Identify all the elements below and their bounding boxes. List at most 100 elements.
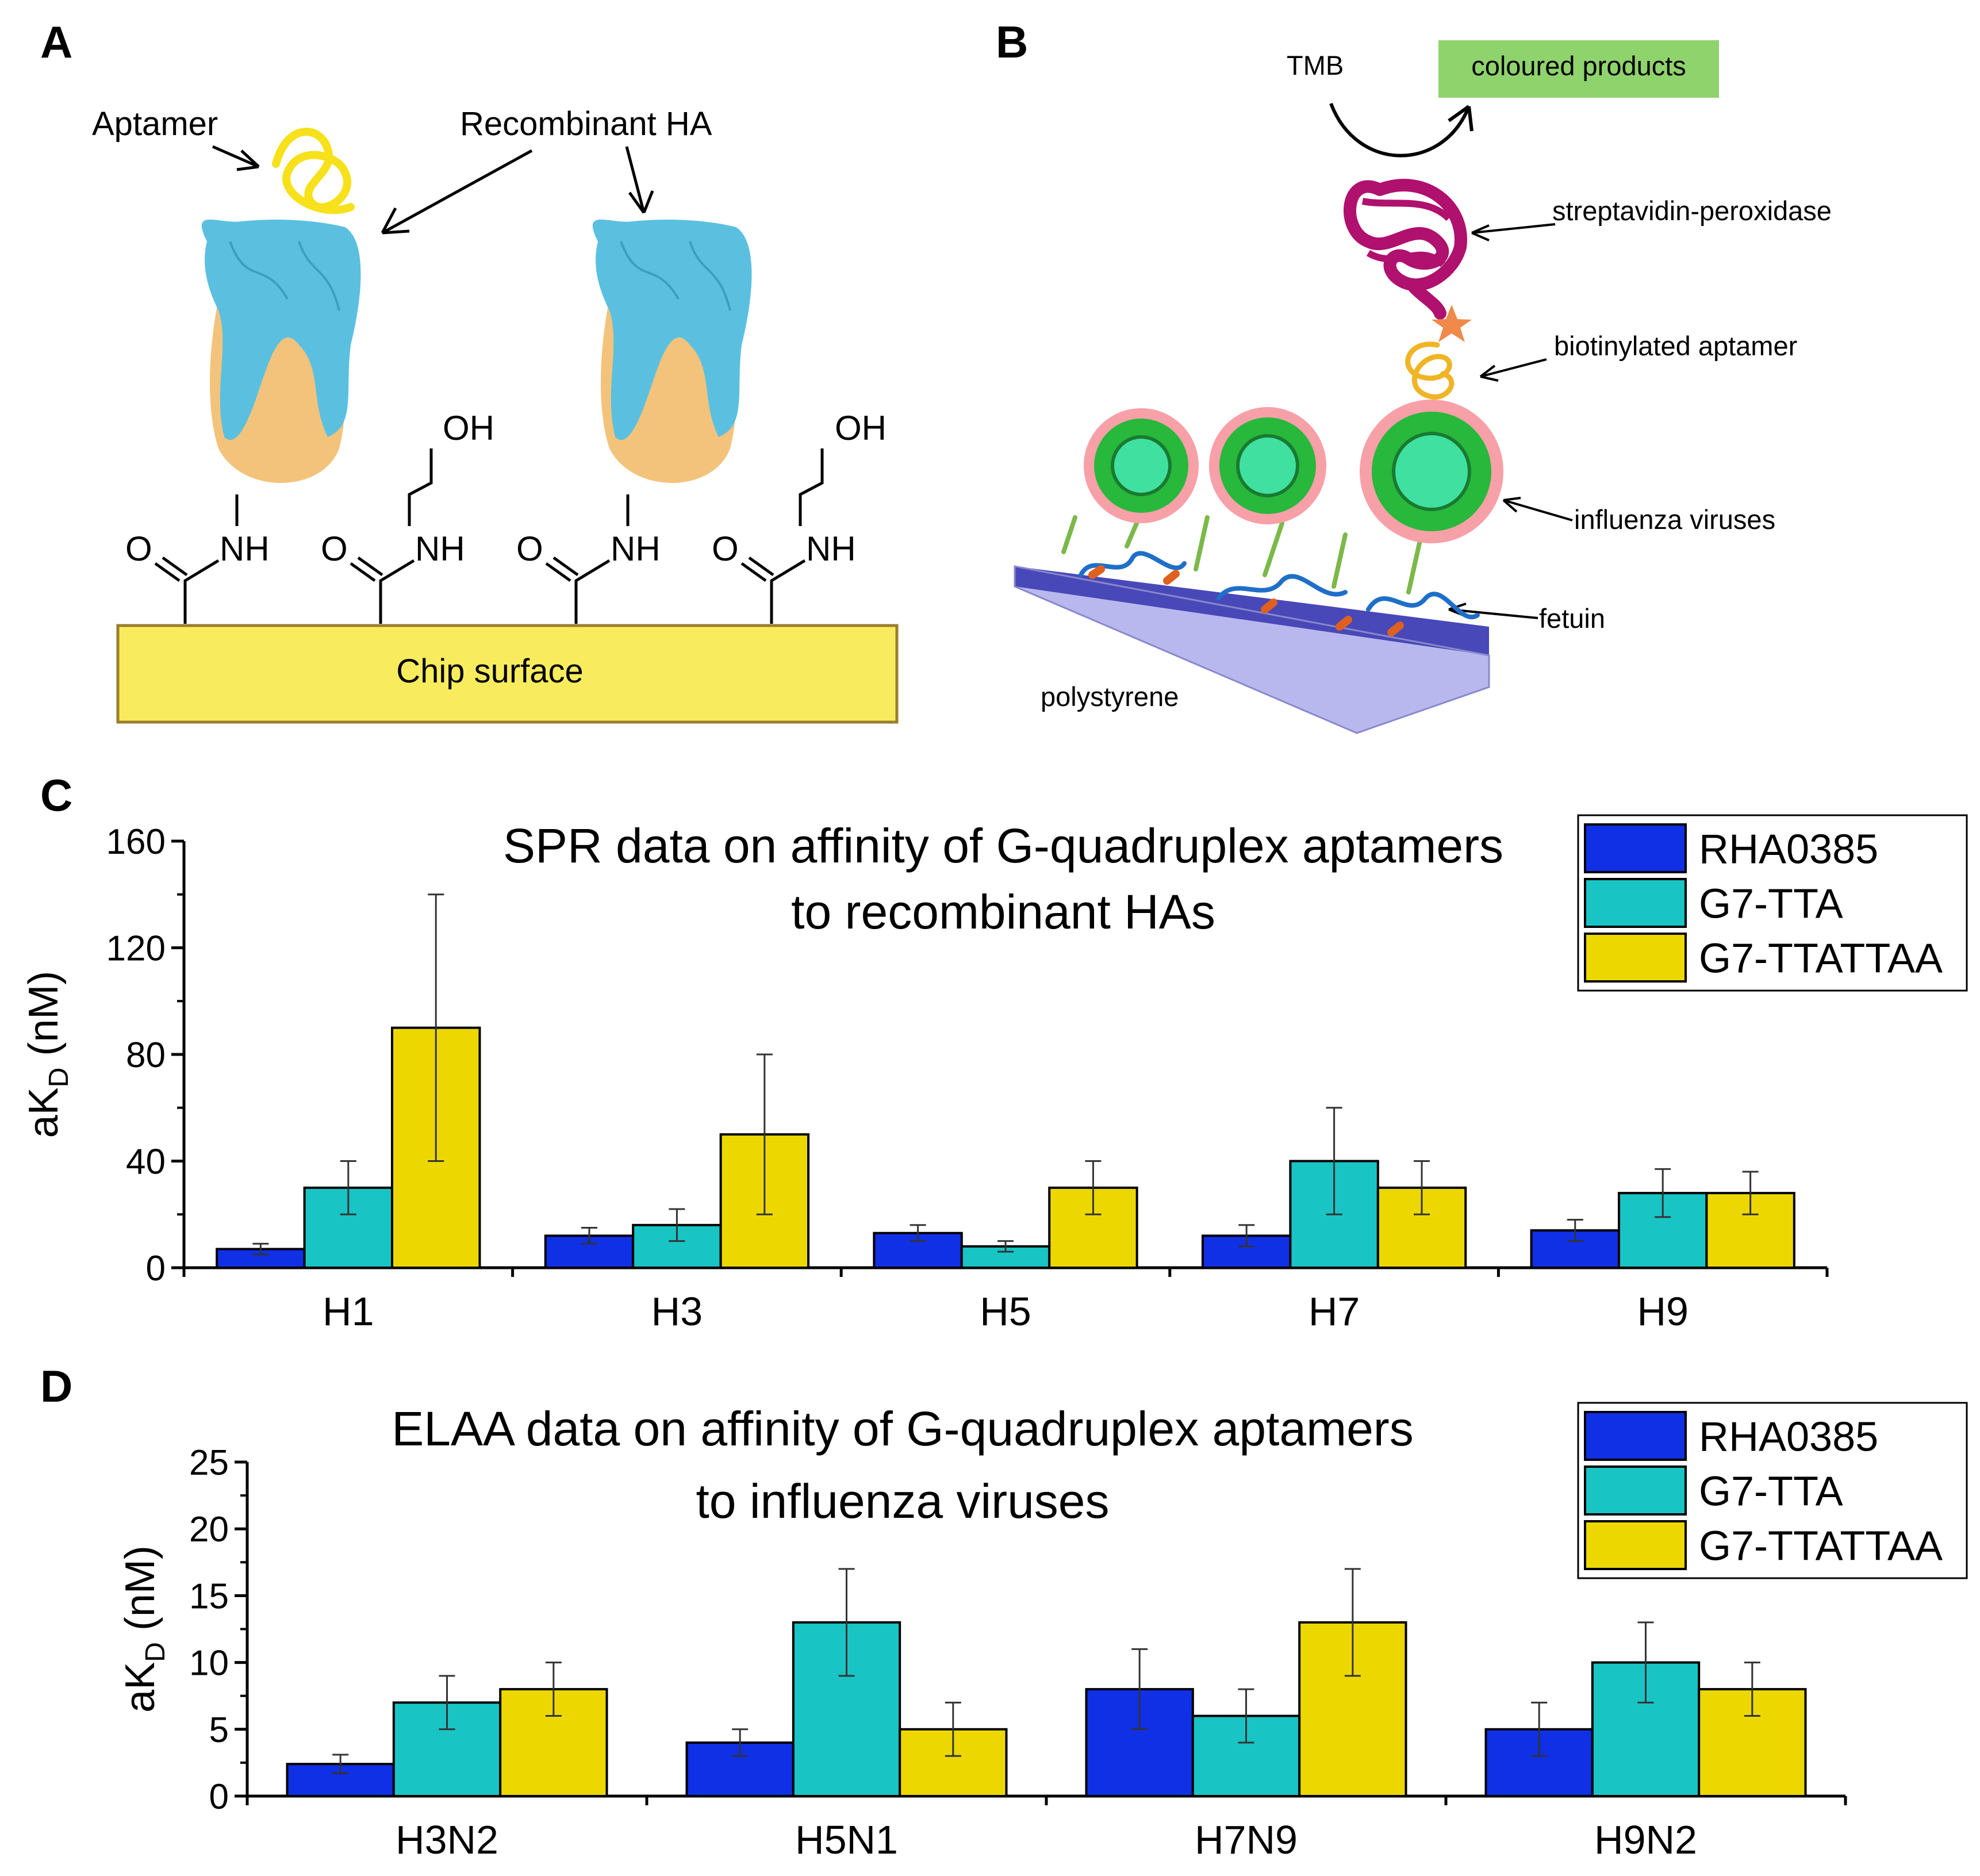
influenza-virus-1 <box>1084 408 1199 523</box>
chart-c-y-tick-label: 80 <box>126 1035 166 1075</box>
chart-c-legend-swatch <box>1584 823 1687 873</box>
chart-d-errorbar-rha0385-h7n9 <box>1131 1648 1148 1731</box>
chart-c-category-label: H5 <box>980 1289 1031 1334</box>
chart-d-category-label: H3N2 <box>396 1817 498 1862</box>
influenza-label: influenza viruses <box>1574 504 1775 535</box>
panel-b: B TMB coloured products streptavidin-per… <box>996 17 1832 734</box>
chart-c-legend-label: G7-TTA <box>1699 881 1843 927</box>
chart-d-y-tick-label: 5 <box>209 1710 229 1750</box>
polystyrene-label: polystyrene <box>1041 681 1179 712</box>
chart-c-errorbar-g7-ttattaa-h7 <box>1414 1160 1430 1215</box>
chart-d-errorbar-rha0385-h9n2 <box>1531 1701 1548 1757</box>
biotinylated-aptamer-strand <box>1405 342 1455 400</box>
arrow-aptamer <box>212 145 260 171</box>
panel-b-letter: B <box>996 17 1028 67</box>
chart-d-errorbar-g7-tta-h7n9 <box>1238 1688 1254 1744</box>
chart-d-y-tick-label: 10 <box>189 1644 229 1683</box>
chart-d-y-tick-label: 0 <box>209 1777 229 1817</box>
chart-c-legend-swatch <box>1584 933 1687 983</box>
chart-c-y-tick-label: 0 <box>146 1249 166 1288</box>
o-label-1: O <box>125 530 152 568</box>
chart-d-plot: 0 5 10 15 20 25 H3N2 H5N1 H7N9 H9N2 aKD (nM) RHA038… <box>117 1402 1968 1862</box>
chart-d-legend: RHA0385 G7-TTA G7-TTATTAA <box>1577 1402 1968 1579</box>
chart-d-title-line1: ELAA data on affinity of G-quadruplex ap… <box>392 1402 1414 1456</box>
chart-d-errorbar-g7-ttattaa-h5n1 <box>945 1701 961 1757</box>
chart-c-errorbar-rha0385-h3 <box>581 1226 597 1245</box>
chart-d-legend-label: G7-TTATTAA <box>1699 1524 1943 1570</box>
recombinant-ha-label: Recombinant HA <box>460 105 712 143</box>
chip-surface-label: Chip surface <box>396 653 584 690</box>
chart-d-y-tick-label: 15 <box>189 1576 229 1616</box>
chip-surface <box>116 624 899 724</box>
o-label-4: O <box>712 530 739 568</box>
chart-c-errorbar-g7-ttattaa-h5 <box>1085 1160 1102 1215</box>
ha-protein-left <box>201 219 361 483</box>
linker-bonds <box>154 448 824 624</box>
fetuin-strands <box>1061 504 1480 636</box>
coloured-products-box <box>1438 40 1719 98</box>
influenza-virus-3 <box>1360 400 1503 543</box>
chart-c-bar-g7-ttattaa-h9 <box>1705 1192 1795 1269</box>
fetuin-label: fetuin <box>1539 603 1605 634</box>
chart-c-errorbar-g7-tta-h3 <box>669 1208 685 1242</box>
chart-d-errorbar-g7-ttattaa-h7n9 <box>1344 1568 1361 1677</box>
chart-d-errorbar-g7-tta-h3n2 <box>439 1675 455 1731</box>
chart-d-legend-label: G7-TTA <box>1699 1469 1843 1515</box>
chart-c-title-line1: SPR data on affinity of G-quadruplex apt… <box>503 819 1503 873</box>
panel-a-letter: A <box>40 17 72 67</box>
chart-c-y-tick-label: 120 <box>106 929 166 969</box>
chart-d-y-tick-label: 25 <box>189 1443 229 1483</box>
panel-c-letter: C <box>40 770 72 820</box>
panel-d: D ELAA data on affinity of G-quadruplex … <box>40 1361 1968 1862</box>
aptamer-label: Aptamer <box>92 105 218 143</box>
coloured-products-label: coloured products <box>1471 51 1686 81</box>
oh-label-2: OH <box>835 409 887 447</box>
chart-c-category-label: H9 <box>1637 1289 1688 1334</box>
chart-d-errorbar-g7-tta-h9n2 <box>1637 1621 1654 1704</box>
chart-c-category-label: H3 <box>651 1289 703 1334</box>
panel-a: A Aptamer Recombinant HA <box>40 17 899 724</box>
chart-c-errorbar-rha0385-h1 <box>252 1242 269 1256</box>
biotinylated-label: biotinylated aptamer <box>1554 331 1797 361</box>
o-label-2: O <box>321 530 348 568</box>
chart-c-y-tick-label: 160 <box>106 822 166 862</box>
streptavidin-peroxidase-molecule <box>1344 179 1472 342</box>
arrow-ha-right <box>625 146 654 214</box>
chart-d-legend-swatch <box>1584 1520 1687 1570</box>
chart-c-errorbar-rha0385-h9 <box>1567 1219 1583 1242</box>
chart-c-legend-label: RHA0385 <box>1699 827 1878 873</box>
o-label-3: O <box>516 530 543 568</box>
chart-d-category-label: H5N1 <box>795 1817 898 1862</box>
chart-c-errorbar-g7-tta-h9 <box>1655 1168 1671 1218</box>
chart-c-errorbar-g7-tta-h1 <box>340 1160 356 1215</box>
chart-c-y-tick-label: 40 <box>126 1142 166 1182</box>
nh-label-1: NH <box>220 530 270 568</box>
chart-d-errorbar-rha0385-h3n2 <box>332 1754 349 1774</box>
chart-d-errorbar-g7-tta-h5n1 <box>838 1568 855 1677</box>
chart-d-category-label: H9N2 <box>1594 1817 1697 1862</box>
nh-label-2: NH <box>415 530 465 568</box>
aptamer-strand <box>272 128 355 214</box>
panel-c: C SPR data on affinity of G-quadruplex a… <box>21 770 1968 1334</box>
influenza-virus-2 <box>1209 407 1326 524</box>
chart-d-legend-label: RHA0385 <box>1699 1414 1878 1460</box>
pointer-arrows <box>1448 223 1573 619</box>
chart-d-category-label: H7N9 <box>1195 1817 1298 1862</box>
chart-c-category-label: H7 <box>1309 1289 1360 1334</box>
chart-d-errorbar-g7-ttattaa-h3n2 <box>545 1662 562 1717</box>
nh-label-4: NH <box>806 530 856 568</box>
chart-c-y-axis-title: aKD (nM) <box>21 971 74 1138</box>
streptavidin-label: streptavidin-peroxidase <box>1552 195 1832 226</box>
tmb-label: TMB <box>1287 50 1344 80</box>
chart-c-errorbar-g7-tta-h5 <box>997 1240 1014 1253</box>
chart-d-errorbar-g7-ttattaa-h9n2 <box>1744 1662 1760 1717</box>
chart-c-errorbar-g7-ttattaa-h1 <box>428 893 444 1162</box>
chart-c-errorbar-rha0385-h5 <box>910 1224 926 1242</box>
chart-c-legend-swatch <box>1584 878 1687 928</box>
chart-d-y-axis-title: aKD (nM) <box>117 1545 171 1713</box>
chart-c-legend-label: G7-TTATTAA <box>1699 936 1943 982</box>
chart-d-legend-swatch <box>1584 1411 1687 1461</box>
chart-c-errorbar-g7-ttattaa-h3 <box>756 1053 773 1215</box>
chart-d-y-tick-label: 20 <box>189 1510 229 1549</box>
